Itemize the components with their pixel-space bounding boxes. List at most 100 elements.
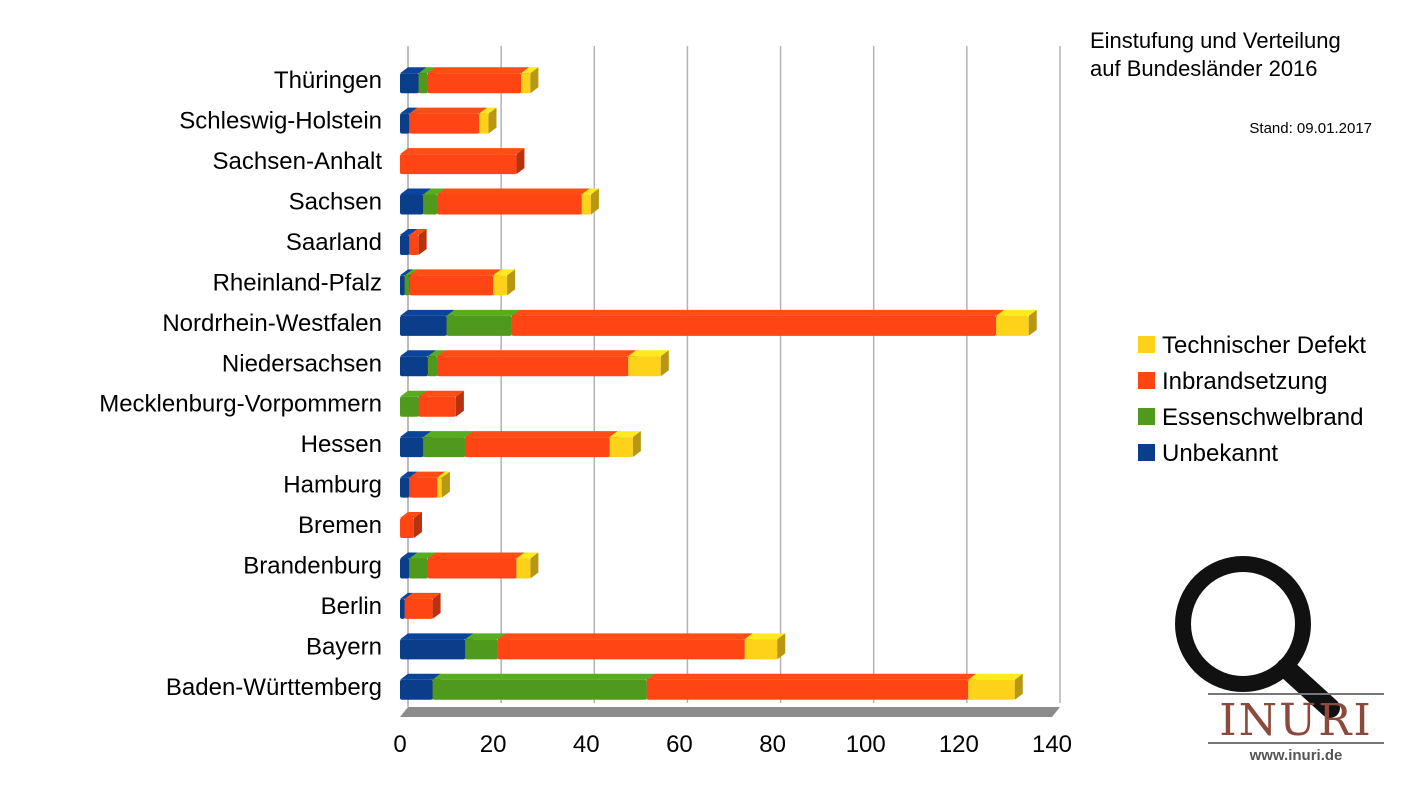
bar-segment (465, 431, 618, 458)
bar-front-face (400, 73, 419, 94)
bar-segment (400, 633, 474, 660)
bar-top-face (465, 431, 618, 438)
bar-front-face (465, 639, 498, 660)
bar-segment (446, 309, 520, 336)
bar-segment (581, 188, 599, 215)
x-tick-label: 100 (846, 731, 886, 758)
category-label: Saarland (286, 229, 382, 256)
bar-front-face (400, 356, 428, 377)
category-label: Brandenburg (243, 552, 382, 579)
bar-segment (400, 350, 436, 377)
bar-top-face (432, 673, 655, 680)
bar-front-face (400, 275, 405, 296)
legend: Technischer Defekt Inbrandsetzung Essensch… (1138, 332, 1366, 467)
category-labels: Thüringen Schleswig-Holstein Sachsen-Anhal… (99, 67, 382, 701)
bar-segment (418, 390, 464, 417)
bar-segment (609, 431, 641, 458)
bar-segment (400, 309, 455, 336)
bar-segment (437, 471, 450, 498)
bar-top-face (437, 471, 450, 478)
bar-top-face (521, 67, 539, 74)
bar-top-face (418, 67, 436, 74)
bar-top-face (404, 269, 418, 276)
bar-segment (409, 107, 488, 134)
bar-segment (968, 673, 1023, 700)
bar-segment (479, 107, 497, 134)
bar-top-face (400, 309, 455, 316)
category-label: Thüringen (274, 67, 382, 94)
bar-front-face (400, 194, 424, 215)
legend-label: Technischer Defekt (1162, 332, 1366, 359)
bar-top-face (400, 592, 413, 599)
bar-top-face (409, 471, 446, 478)
logo-url: www.inuri.de (1249, 747, 1343, 764)
bar-front-face (493, 275, 508, 296)
bar-top-face (437, 188, 590, 195)
x-tick-labels: 0 20 40 60 80 100 120 140 (393, 731, 1072, 758)
bar-front-face (516, 558, 531, 579)
bar-top-face (400, 350, 436, 357)
bar-front-face (479, 113, 489, 134)
category-label: Niedersachsen (222, 350, 382, 377)
bar-side-face (530, 67, 539, 94)
bar-top-face (609, 431, 641, 438)
bar-top-face (400, 148, 525, 155)
bar-top-face (497, 633, 753, 640)
bar-top-face (400, 269, 413, 276)
bar-top-face (996, 309, 1037, 316)
bar-front-face (400, 477, 410, 498)
bar-top-face (400, 107, 418, 114)
bar-top-face (400, 673, 441, 680)
bar-front-face (497, 639, 745, 660)
bar-top-face (479, 107, 497, 114)
bar-front-face (609, 437, 633, 458)
x-tick-label: 80 (759, 731, 786, 758)
bar-segment (493, 269, 516, 296)
bar-top-face (409, 269, 502, 276)
bar-front-face (409, 113, 480, 134)
category-label: Hamburg (283, 472, 382, 499)
bar-front-face (409, 558, 428, 579)
bar-segment (437, 350, 637, 377)
bar-front-face (400, 598, 405, 619)
bar-front-face (968, 679, 1015, 700)
category-label: Berlin (321, 593, 382, 620)
bar-front-face (409, 275, 494, 296)
category-label: Sachsen-Anhalt (213, 148, 383, 175)
bar-segment (427, 67, 530, 94)
legend-swatch (1138, 372, 1155, 389)
bar-top-face (465, 633, 506, 640)
bar-front-face (400, 113, 410, 134)
bar-top-face (646, 673, 977, 680)
bar-side-face (441, 471, 450, 498)
bars (400, 67, 1037, 700)
bar-side-face (1014, 673, 1023, 700)
bar-front-face (437, 356, 629, 377)
bar-front-face (427, 356, 438, 377)
bar-segment (427, 552, 525, 579)
bar-front-face (400, 396, 419, 417)
bar-front-face (400, 154, 517, 175)
bar-segment (400, 512, 422, 539)
bar-segment (744, 633, 786, 660)
bar-front-face (996, 315, 1029, 336)
bar-top-face (427, 350, 446, 357)
category-label: Baden-Württemberg (166, 674, 382, 701)
bar-segment (404, 592, 441, 619)
bar-front-face (400, 315, 447, 336)
bar-front-face (400, 679, 433, 700)
legend-label: Essenschwelbrand (1162, 404, 1363, 431)
x-tick-label: 0 (393, 731, 406, 758)
magnifier-icon (1175, 556, 1340, 718)
bar-top-face (516, 552, 539, 559)
logo-text: INURI (1219, 695, 1372, 746)
bar-front-face (427, 558, 517, 579)
bar-top-face (427, 552, 525, 559)
bar-top-face (404, 592, 441, 599)
bar-front-face (446, 315, 512, 336)
bar-top-face (400, 390, 427, 397)
bar-top-face (400, 188, 432, 195)
bar-side-face (590, 188, 599, 215)
bar-front-face (744, 639, 778, 660)
